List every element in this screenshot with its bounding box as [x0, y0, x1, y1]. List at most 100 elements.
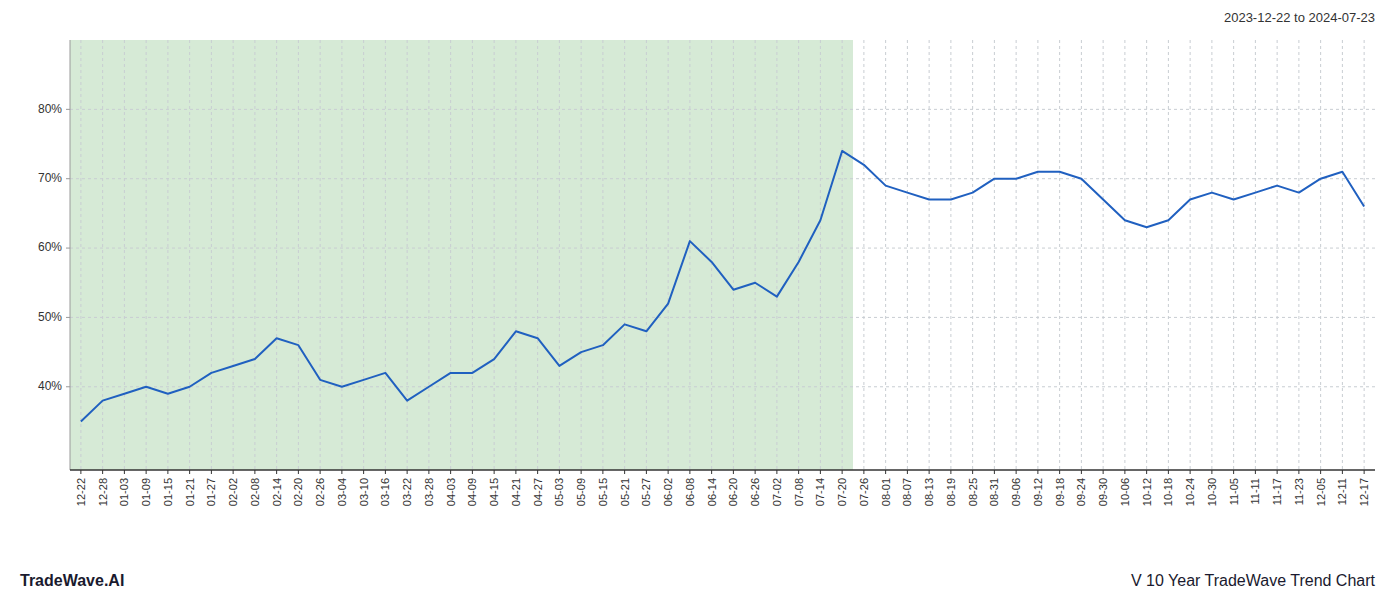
- x-tick: [668, 470, 669, 474]
- x-tick: [1103, 470, 1104, 474]
- x-tick-label: 07-20: [836, 478, 848, 506]
- y-tick-label: 50%: [38, 310, 62, 324]
- x-grid-line: [189, 40, 190, 470]
- x-grid-line: [1081, 40, 1082, 470]
- x-tick-label: 01-21: [184, 478, 196, 506]
- x-axis-line: [70, 469, 1375, 471]
- y-grid-line: [70, 317, 1375, 318]
- x-grid-line: [1277, 40, 1278, 470]
- x-tick-label: 09-24: [1075, 478, 1087, 506]
- x-tick: [102, 470, 103, 474]
- x-grid-line: [602, 40, 603, 470]
- x-tick-label: 09-18: [1054, 478, 1066, 506]
- x-tick: [254, 470, 255, 474]
- x-grid-line: [146, 40, 147, 470]
- x-grid-line: [80, 40, 81, 470]
- x-grid-line: [1342, 40, 1343, 470]
- x-grid-line: [581, 40, 582, 470]
- x-grid-line: [907, 40, 908, 470]
- x-tick-label: 03-22: [401, 478, 413, 506]
- x-tick: [581, 470, 582, 474]
- x-tick-label: 03-16: [379, 478, 391, 506]
- y-tick: [66, 109, 70, 110]
- x-tick: [994, 470, 995, 474]
- x-grid-line: [1211, 40, 1212, 470]
- x-tick-label: 08-19: [945, 478, 957, 506]
- x-tick: [276, 470, 277, 474]
- x-tick-label: 04-09: [466, 478, 478, 506]
- x-grid-line: [885, 40, 886, 470]
- plot-area: [81, 151, 1364, 421]
- x-tick-label: 11-11: [1249, 478, 1261, 505]
- x-grid-line: [1059, 40, 1060, 470]
- x-tick: [1233, 470, 1234, 474]
- x-tick: [124, 470, 125, 474]
- x-tick: [776, 470, 777, 474]
- x-tick: [1168, 470, 1169, 474]
- y-tick-label: 40%: [38, 379, 62, 393]
- x-tick: [1364, 470, 1365, 474]
- x-tick: [624, 470, 625, 474]
- x-tick-label: 06-02: [662, 478, 674, 506]
- x-grid-line: [385, 40, 386, 470]
- grid: [70, 40, 1375, 470]
- x-tick: [80, 470, 81, 474]
- x-tick: [407, 470, 408, 474]
- x-tick-label: 08-31: [988, 478, 1000, 506]
- x-grid-line: [1146, 40, 1147, 470]
- x-tick: [1016, 470, 1017, 474]
- x-tick: [472, 470, 473, 474]
- x-tick: [1211, 470, 1212, 474]
- x-tick-label: 12-28: [97, 478, 109, 506]
- x-tick-label: 07-26: [858, 478, 870, 506]
- x-grid-line: [1233, 40, 1234, 470]
- x-tick-label: 06-14: [706, 478, 718, 506]
- x-tick: [363, 470, 364, 474]
- x-tick: [341, 470, 342, 474]
- x-tick-label: 01-03: [118, 478, 130, 506]
- x-grid-line: [276, 40, 277, 470]
- x-grid-line: [1364, 40, 1365, 470]
- x-tick-label: 08-07: [901, 478, 913, 506]
- x-grid-line: [950, 40, 951, 470]
- x-tick-label: 01-15: [162, 478, 174, 506]
- x-tick: [1124, 470, 1125, 474]
- x-tick-label: 05-27: [640, 478, 652, 506]
- x-tick-label: 09-12: [1032, 478, 1044, 506]
- x-tick: [1081, 470, 1082, 474]
- y-axis-line: [70, 40, 71, 470]
- x-grid-line: [515, 40, 516, 470]
- title: V 10 Year TradeWave Trend Chart: [1131, 572, 1376, 589]
- x-tick: [515, 470, 516, 474]
- x-tick-label: 07-08: [793, 478, 805, 506]
- x-tick: [1059, 470, 1060, 474]
- x-grid-line: [1298, 40, 1299, 470]
- x-grid-line: [537, 40, 538, 470]
- x-tick-label: 12-22: [75, 478, 87, 506]
- x-tick: [863, 470, 864, 474]
- x-grid-line: [1016, 40, 1017, 470]
- x-tick-label: 04-27: [532, 478, 544, 506]
- y-tick: [66, 178, 70, 179]
- x-tick: [689, 470, 690, 474]
- y-tick: [66, 317, 70, 318]
- x-tick-label: 02-20: [292, 478, 304, 506]
- x-grid-line: [124, 40, 125, 470]
- x-grid-line: [668, 40, 669, 470]
- x-tick: [1342, 470, 1343, 474]
- x-tick-label: 04-03: [445, 478, 457, 506]
- x-tick-label: 05-09: [575, 478, 587, 506]
- x-grid-line: [1124, 40, 1125, 470]
- x-grid-line: [689, 40, 690, 470]
- x-tick: [842, 470, 843, 474]
- x-tick: [820, 470, 821, 474]
- x-grid-line: [755, 40, 756, 470]
- y-grid-line: [70, 248, 1375, 249]
- x-tick: [646, 470, 647, 474]
- x-tick: [428, 470, 429, 474]
- x-tick-label: 01-27: [205, 478, 217, 506]
- x-tick-label: 09-06: [1010, 478, 1022, 506]
- x-grid-line: [472, 40, 473, 470]
- x-grid-line: [428, 40, 429, 470]
- x-tick: [298, 470, 299, 474]
